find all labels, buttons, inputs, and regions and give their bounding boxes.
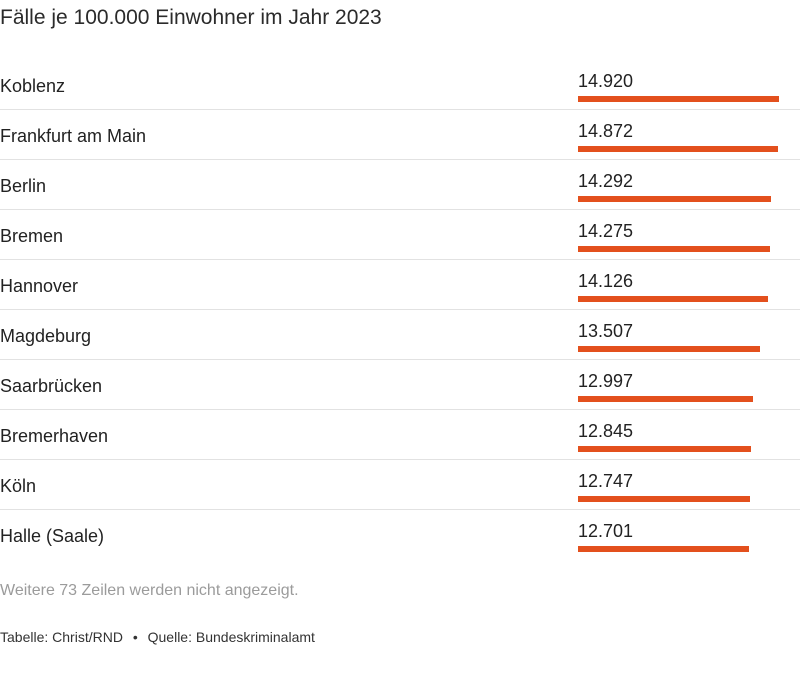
table-row: Saarbrücken 12.997 — [0, 360, 800, 410]
chart-title: Fälle je 100.000 Einwohner im Jahr 2023 — [0, 6, 382, 29]
city-label: Köln — [0, 476, 37, 496]
source-credit: Quelle: Bundeskriminalamt — [147, 629, 315, 645]
city-label: Hannover — [0, 276, 79, 296]
city-label: Bremerhaven — [0, 426, 109, 446]
value-bar — [578, 446, 751, 452]
chart-footer: Tabelle: Christ/RND • Quelle: Bundeskrim… — [0, 629, 315, 645]
hidden-rows-note: Weitere 73 Zeilen werden nicht angezeigt… — [0, 582, 299, 599]
value-bar — [578, 196, 771, 202]
table-row: Hannover 14.126 — [0, 260, 800, 310]
table-row: Frankfurt am Main 14.872 — [0, 110, 800, 160]
city-label: Magdeburg — [0, 326, 92, 346]
table-row: Koblenz 14.920 — [0, 60, 800, 110]
value-bar — [578, 96, 779, 102]
value-label: 12.997 — [578, 371, 634, 391]
city-label: Frankfurt am Main — [0, 126, 147, 146]
table-row: Köln 12.747 — [0, 460, 800, 510]
value-label: 14.292 — [578, 171, 634, 191]
table-row: Bremen 14.275 — [0, 210, 800, 260]
table-row: Halle (Saale) 12.701 — [0, 510, 800, 560]
value-bar — [578, 296, 768, 302]
table-row: Berlin 14.292 — [0, 160, 800, 210]
value-label: 12.845 — [578, 421, 634, 441]
city-label: Saarbrücken — [0, 376, 103, 396]
value-label: 12.701 — [578, 521, 634, 541]
data-table: Koblenz 14.920 Frankfurt am Main 14.872 Berl… — [0, 60, 800, 560]
value-bar — [578, 546, 749, 552]
table-row: Magdeburg 13.507 — [0, 310, 800, 360]
value-bar — [578, 346, 760, 352]
value-bar — [578, 246, 770, 252]
city-label: Berlin — [0, 176, 47, 196]
value-label: 14.920 — [578, 71, 634, 91]
value-bar — [578, 146, 778, 152]
city-label: Halle (Saale) — [0, 526, 105, 546]
table-row: Bremerhaven 12.845 — [0, 410, 800, 460]
footer-separator: • — [132, 629, 138, 645]
value-label: 14.275 — [578, 221, 634, 241]
city-label: Bremen — [0, 226, 64, 246]
table-credit: Tabelle: Christ/RND — [0, 629, 123, 645]
value-label: 12.747 — [578, 471, 634, 491]
value-label: 14.126 — [578, 271, 634, 291]
city-label: Koblenz — [0, 76, 66, 96]
value-label: 14.872 — [578, 121, 634, 141]
value-label: 13.507 — [578, 321, 634, 341]
value-bar — [578, 496, 750, 502]
value-bar — [578, 396, 753, 402]
